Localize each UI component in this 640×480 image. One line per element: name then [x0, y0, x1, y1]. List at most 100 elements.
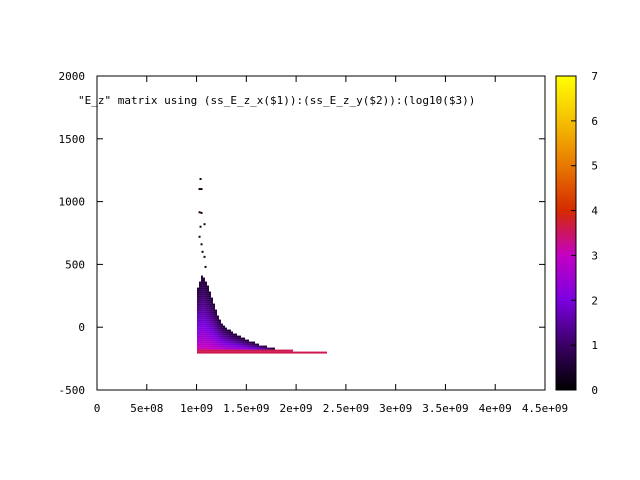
heatmap-cell: [199, 319, 201, 322]
heatmap-cell: [197, 293, 199, 296]
heatmap-cell: [205, 293, 207, 296]
heatmap-cell: [205, 299, 207, 302]
heatmap-point: [199, 177, 202, 180]
heatmap-cell: [205, 327, 207, 330]
heatmap-cell: [279, 351, 281, 354]
heatmap-cell: [209, 349, 211, 352]
heatmap-cell: [213, 341, 215, 344]
heatmap-cell: [211, 341, 213, 344]
heatmap-cell: [231, 345, 233, 348]
colorbar-tick-label: 4: [591, 205, 598, 218]
y-tick-label: 2000: [59, 70, 86, 83]
heatmap-cell: [213, 313, 215, 316]
heatmap-cell: [263, 349, 265, 352]
heatmap-cell: [197, 321, 199, 324]
heatmap-cell: [205, 317, 207, 320]
heatmap-cell: [209, 297, 211, 300]
heatmap-cell: [201, 351, 203, 354]
heatmap-cell: [217, 323, 219, 326]
heatmap-cell: [287, 351, 289, 354]
heatmap-cell: [259, 349, 261, 352]
heatmap-cell: [251, 341, 253, 344]
heatmap-cell: [207, 303, 209, 306]
heatmap-cell: [309, 351, 311, 354]
heatmap-cell: [213, 337, 215, 340]
heatmap-cell: [201, 317, 203, 320]
heatmap-cell: [201, 275, 203, 278]
heatmap-cell: [211, 325, 213, 328]
heatmap-cell: [203, 347, 205, 350]
heatmap-cell: [203, 305, 205, 308]
heatmap-cell: [205, 321, 207, 324]
heatmap-cell: [221, 343, 223, 346]
heatmap-cell: [223, 325, 225, 328]
heatmap-cell: [239, 351, 241, 354]
heatmap-cell: [215, 333, 217, 336]
heatmap-cell: [281, 351, 283, 354]
heatmap-cell: [199, 301, 201, 304]
heatmap-cell: [229, 343, 231, 346]
heatmap-cell: [245, 343, 247, 346]
heatmap-cell: [239, 347, 241, 350]
heatmap-cell: [211, 303, 213, 306]
heatmap-cell: [205, 337, 207, 340]
heatmap-cell: [215, 323, 217, 326]
heatmap-cell: [279, 349, 281, 352]
heatmap-cell: [207, 329, 209, 332]
heatmap-cell: [207, 347, 209, 350]
heatmap-cell: [199, 337, 201, 340]
heatmap-cell: [223, 329, 225, 332]
heatmap-cell: [215, 331, 217, 334]
heatmap-cell: [197, 305, 199, 308]
heatmap-cell: [201, 313, 203, 316]
heatmap-cell: [267, 347, 269, 350]
y-tick-label: 0: [78, 321, 85, 334]
heatmap-cell: [247, 343, 249, 346]
heatmap-cell: [211, 331, 213, 334]
heatmap-cell: [203, 279, 205, 282]
heatmap-cell: [207, 311, 209, 314]
heatmap-cell: [197, 343, 199, 346]
heatmap-cell: [201, 291, 203, 294]
heatmap-cell: [207, 339, 209, 342]
heatmap-cell: [227, 341, 229, 344]
heatmap-cell: [199, 329, 201, 332]
heatmap-cell: [201, 343, 203, 346]
heatmap-cell: [311, 351, 313, 354]
heatmap-cell: [203, 327, 205, 330]
heatmap-cell: [213, 343, 215, 346]
heatmap-cell: [203, 321, 205, 324]
heatmap-cell: [215, 345, 217, 348]
heatmap-cell: [203, 287, 205, 290]
heatmap-cell: [241, 343, 243, 346]
colorbar-ticks: 0 1 2 3 4 5 6 7: [571, 70, 598, 397]
heatmap-cell: [223, 343, 225, 346]
heatmap-cell: [209, 295, 211, 298]
heatmap-cell: [285, 351, 287, 354]
heatmap-cell: [257, 347, 259, 350]
heatmap-cell: [197, 325, 199, 328]
heatmap-cell: [203, 325, 205, 328]
heatmap-cell: [197, 351, 199, 354]
heatmap-cell: [207, 299, 209, 302]
heatmap-cell: [203, 317, 205, 320]
heatmap-cell: [201, 335, 203, 338]
heatmap-cell: [233, 349, 235, 352]
heatmap-cell: [203, 343, 205, 346]
heatmap-cell: [209, 313, 211, 316]
heatmap-cell: [209, 345, 211, 348]
x-tick-label: 4.5e+09: [522, 402, 568, 415]
heatmap-cell: [207, 351, 209, 354]
heatmap-cell: [209, 293, 211, 296]
heatmap-cell: [207, 337, 209, 340]
heatmap-cell: [201, 339, 203, 342]
heatmap-cell: [197, 319, 199, 322]
heatmap-cell: [239, 339, 241, 342]
heatmap-cell: [201, 297, 203, 300]
heatmap-cell: [199, 295, 201, 298]
heatmap-cell: [213, 329, 215, 332]
heatmap-cell: [267, 351, 269, 354]
heatmap-cell: [199, 331, 201, 334]
heatmap-cell: [219, 335, 221, 338]
heatmap-cell: [213, 349, 215, 352]
